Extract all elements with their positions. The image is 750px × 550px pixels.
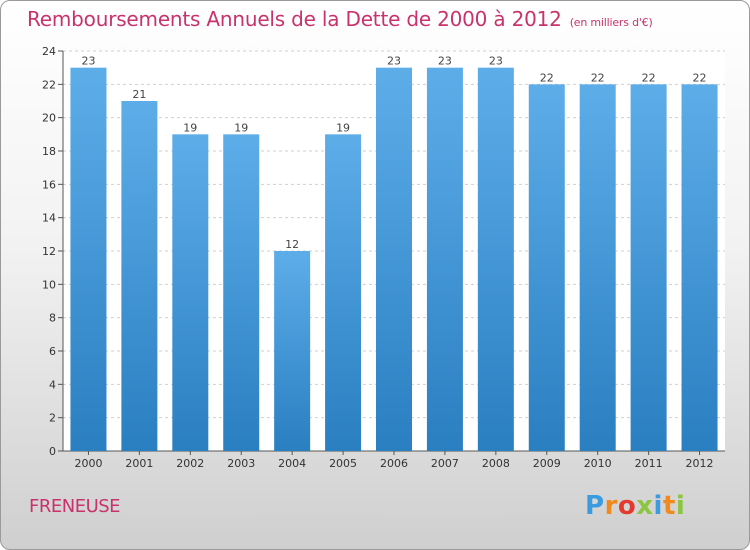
bar-value-label: 22 [693, 71, 707, 84]
logo-letter: x [636, 491, 654, 521]
x-tick-label: 2010 [584, 457, 612, 470]
x-tick-label: 2007 [431, 457, 459, 470]
y-tick-label: 2 [49, 412, 56, 425]
x-tick-label: 2011 [635, 457, 663, 470]
logo-letter: t [662, 491, 676, 521]
y-tick-label: 6 [49, 345, 56, 358]
logo-letter: o [617, 491, 637, 521]
chart-title: Remboursements Annuels de la Dette de 20… [27, 7, 653, 31]
logo-letter: P [585, 491, 605, 521]
bar-value-label: 23 [387, 55, 401, 68]
bar [70, 67, 107, 452]
y-tick-label: 10 [42, 278, 56, 291]
bar [426, 67, 463, 452]
bar-value-label: 23 [438, 55, 452, 68]
bar [630, 84, 667, 451]
bar-value-label: 22 [591, 71, 605, 84]
x-tick-label: 2006 [380, 457, 408, 470]
bar [223, 134, 260, 452]
bar [477, 67, 514, 452]
commune-name: FRENEUSE [29, 496, 121, 517]
y-tick-label: 4 [49, 378, 56, 391]
y-tick-label: 16 [42, 178, 56, 191]
bar-value-label: 19 [234, 121, 248, 134]
bar [121, 101, 158, 451]
bar-value-label: 23 [81, 55, 95, 68]
bar-value-label: 19 [183, 121, 197, 134]
y-tick-label: 24 [42, 45, 56, 58]
x-tick-label: 2001 [125, 457, 153, 470]
y-tick-label: 12 [42, 245, 56, 258]
x-tick-label: 2009 [533, 457, 561, 470]
bar-value-label: 19 [336, 121, 350, 134]
bar-value-label: 22 [642, 71, 656, 84]
chart-subtitle: (en milliers d'€) [569, 16, 653, 29]
x-tick-label: 2005 [329, 457, 357, 470]
y-tick-label: 20 [42, 112, 56, 125]
chart-title-text: Remboursements Annuels de la Dette de 20… [27, 7, 562, 31]
y-tick-label: 22 [42, 78, 56, 91]
bar [528, 84, 565, 451]
bar-value-label: 23 [489, 55, 503, 68]
y-tick-label: 0 [49, 445, 56, 458]
bar [172, 134, 209, 452]
x-tick-label: 2008 [482, 457, 510, 470]
bar-value-label: 21 [132, 88, 146, 101]
x-tick-label: 2000 [74, 457, 102, 470]
bar [376, 67, 412, 452]
x-tick-label: 2003 [227, 457, 255, 470]
bar-value-label: 12 [285, 238, 299, 251]
y-tick-label: 14 [42, 212, 56, 225]
logo-letter: r [604, 491, 618, 521]
y-tick-label: 18 [42, 145, 56, 158]
x-tick-label: 2012 [686, 457, 714, 470]
logo-letter: i [653, 491, 663, 521]
bar [681, 84, 718, 451]
logo-letter: i [675, 491, 686, 521]
bar-value-label: 22 [540, 71, 554, 84]
y-tick-label: 8 [49, 312, 56, 325]
bar [274, 251, 311, 451]
bar [325, 134, 362, 452]
x-tick-label: 2004 [278, 457, 306, 470]
bar [579, 84, 616, 451]
proxiti-logo: Proxiti [585, 491, 685, 521]
x-tick-label: 2002 [176, 457, 204, 470]
